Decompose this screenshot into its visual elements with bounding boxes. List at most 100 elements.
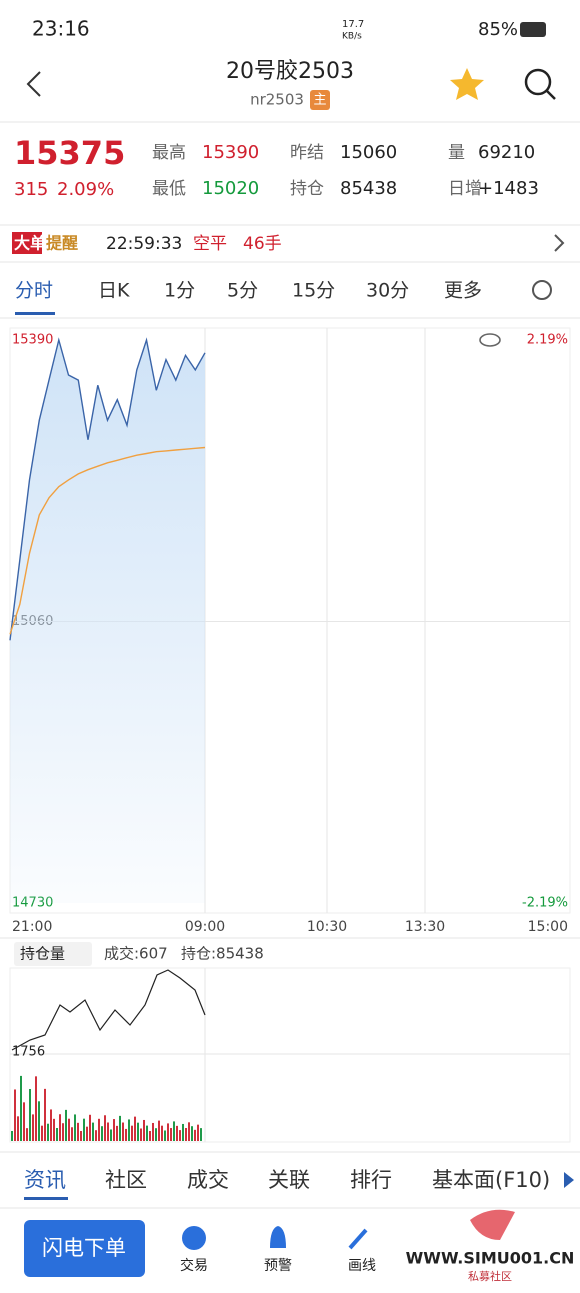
tab[interactable]: 30分	[366, 280, 409, 302]
tab[interactable]: 日K	[98, 280, 130, 302]
volume-bar	[131, 1125, 133, 1141]
volume-bar	[125, 1128, 127, 1141]
alert-action: 空平	[193, 234, 227, 254]
bottom-tab[interactable]: 关联	[268, 1168, 310, 1192]
bottom-tab[interactable]: 资讯	[24, 1168, 66, 1192]
volume-bar	[164, 1130, 166, 1141]
net-speed: 17.7	[342, 19, 364, 30]
volume-bar	[89, 1114, 91, 1141]
tab[interactable]: 1分	[164, 280, 195, 302]
field-label: 持仓	[290, 179, 324, 199]
watermark: WWW.SIMU001.CN	[406, 1249, 575, 1268]
bottom-tab[interactable]: 社区	[105, 1168, 147, 1192]
volume-bar	[104, 1115, 106, 1141]
search[interactable]	[524, 68, 552, 96]
tab[interactable]: 更多	[444, 280, 482, 302]
volume-bar	[62, 1123, 64, 1141]
tab[interactable]: 分时	[15, 280, 53, 302]
fields: 最高 15390 昨结 15060 量 69210 最低 15020 持仓 85438 日增+148…	[152, 142, 539, 199]
volume-bar	[149, 1131, 151, 1141]
volume-bar	[44, 1088, 46, 1141]
volume-bar	[137, 1122, 139, 1141]
volume-bar	[65, 1109, 67, 1141]
x-tick-label: 13:30	[405, 919, 445, 935]
badge-bg	[310, 90, 330, 110]
volume-bar	[29, 1089, 31, 1141]
volume-bar	[185, 1128, 187, 1141]
tabs-more[interactable]	[564, 1172, 574, 1188]
x-tick-label: 15:00	[528, 919, 568, 935]
clock: 23:16	[32, 17, 90, 41]
volume-bar	[68, 1118, 70, 1141]
pct: 2.09%	[57, 179, 114, 200]
flash-order-label[interactable]: 闪电下单	[42, 1236, 126, 1260]
volume-bar	[146, 1125, 148, 1141]
title: 20号胶2503	[226, 59, 354, 84]
volume-bar	[98, 1118, 100, 1141]
bottom-tab-underline	[24, 1197, 68, 1200]
x-tick-label: 21:00	[12, 919, 52, 935]
flash-order[interactable]	[24, 1220, 145, 1277]
volume-bar	[53, 1118, 55, 1141]
volume-bar	[143, 1119, 145, 1141]
volume-bar	[41, 1125, 43, 1141]
trade-icon[interactable]	[182, 1226, 206, 1250]
tab-underline	[15, 312, 55, 315]
battery-icon	[520, 22, 546, 37]
volume-bar	[152, 1122, 154, 1141]
volume-bar	[122, 1122, 124, 1141]
chart-frame	[9, 327, 571, 914]
volume-bar	[47, 1123, 49, 1141]
tab[interactable]: 5分	[227, 280, 258, 302]
alert-icon[interactable]	[270, 1226, 286, 1248]
bottom-tab[interactable]: 成交	[187, 1168, 229, 1192]
bottom-tabs: 资讯 社区 成交 关联 排行 基本面(F10)	[24, 1168, 550, 1200]
price-series	[9, 337, 206, 641]
volume-bar	[161, 1125, 163, 1141]
volume-bar	[158, 1120, 160, 1141]
back[interactable]	[26, 71, 41, 97]
volume-bar	[11, 1131, 13, 1141]
action-label[interactable]: 交易	[180, 1257, 208, 1274]
volume-bar	[92, 1122, 94, 1141]
sub-frame	[9, 967, 571, 1143]
field-value: 15060	[340, 142, 397, 163]
volume-bar	[74, 1114, 76, 1141]
volume-bar	[110, 1129, 112, 1141]
code: nr2503	[250, 91, 304, 109]
field-value: 15390	[202, 142, 259, 163]
alert-more[interactable]	[554, 234, 565, 252]
volume-bar	[113, 1119, 115, 1141]
pct-label: 2.19%	[527, 333, 568, 348]
logo	[470, 1209, 515, 1240]
avg-series	[9, 446, 206, 635]
volume-bar	[176, 1125, 178, 1141]
alert-qty: 46手	[243, 234, 282, 254]
settings[interactable]	[532, 280, 552, 300]
draw-icon[interactable]	[348, 1228, 368, 1250]
selector[interactable]: 持仓量	[20, 945, 65, 963]
alert-badge-bg	[12, 232, 42, 254]
field-value: 69210	[478, 142, 535, 163]
action-label[interactable]: 画线	[348, 1258, 376, 1274]
field-label: 日增	[448, 179, 482, 199]
volume-bar	[167, 1123, 169, 1141]
battery: 85%	[478, 19, 518, 40]
x-tick-label: 09:00	[185, 919, 225, 935]
selector-bg[interactable]	[14, 942, 92, 966]
bottom-tab[interactable]: 基本面(F10)	[432, 1168, 550, 1192]
tab[interactable]: 15分	[292, 280, 335, 302]
volume-bar	[17, 1116, 19, 1141]
star[interactable]	[450, 68, 484, 100]
action-label[interactable]: 预警	[264, 1258, 292, 1274]
volume-bar	[119, 1115, 121, 1141]
bottom-tab[interactable]: 排行	[350, 1168, 392, 1192]
pct-label: -2.19%	[522, 896, 568, 911]
sub-axis-label: 1756	[12, 1045, 45, 1060]
alert-badge: 大单	[14, 234, 46, 253]
badge: 主	[313, 93, 326, 108]
field-label: 最高	[152, 143, 186, 163]
eye[interactable]	[479, 333, 501, 347]
